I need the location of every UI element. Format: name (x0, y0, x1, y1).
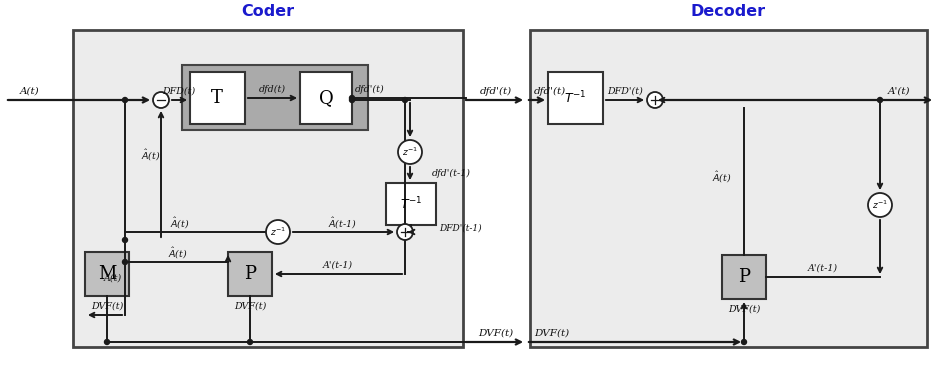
Text: M: M (98, 265, 116, 283)
Circle shape (153, 92, 169, 108)
Text: Q: Q (319, 89, 334, 107)
Circle shape (105, 340, 109, 344)
Text: A(t): A(t) (21, 86, 40, 96)
Text: DFD'(t): DFD'(t) (607, 86, 643, 96)
Circle shape (248, 340, 252, 344)
Text: dfd'(t): dfd'(t) (480, 86, 512, 96)
Text: dfd(t): dfd(t) (258, 84, 285, 93)
Circle shape (402, 98, 408, 103)
Circle shape (647, 92, 663, 108)
Bar (228, 252, 272, 296)
Circle shape (868, 193, 892, 217)
Text: A(t): A(t) (104, 273, 122, 283)
Bar (548, 72, 603, 124)
Text: $\hat{A}$(t): $\hat{A}$(t) (141, 147, 161, 163)
Circle shape (350, 96, 354, 100)
Text: dfd'(t): dfd'(t) (355, 84, 385, 93)
Circle shape (397, 224, 413, 240)
Circle shape (122, 237, 127, 243)
Circle shape (741, 340, 746, 344)
Bar (182, 65, 368, 130)
Circle shape (122, 98, 127, 103)
Text: DVF(t): DVF(t) (727, 304, 760, 314)
Text: A'(t-1): A'(t-1) (323, 261, 353, 269)
Text: $\hat{A}$(t): $\hat{A}$(t) (712, 169, 732, 185)
Text: $\hat{A}$(t): $\hat{A}$(t) (170, 215, 190, 231)
Text: DVF(t): DVF(t) (91, 301, 123, 311)
Text: DVF(t): DVF(t) (479, 329, 513, 337)
Text: Coder: Coder (241, 4, 295, 20)
Circle shape (266, 220, 290, 244)
Text: $z^{-1}$: $z^{-1}$ (270, 226, 286, 238)
Circle shape (398, 140, 422, 164)
Text: P: P (244, 265, 256, 283)
Bar (300, 72, 352, 124)
Text: $z^{-1}$: $z^{-1}$ (402, 146, 418, 158)
Text: DVF(t): DVF(t) (234, 301, 266, 311)
Text: $T^{-1}$: $T^{-1}$ (400, 196, 423, 212)
Text: T: T (211, 89, 223, 107)
Text: Decoder: Decoder (690, 4, 766, 20)
Bar (722, 255, 766, 299)
Text: $z^{-1}$: $z^{-1}$ (872, 199, 888, 211)
Text: A'(t): A'(t) (887, 86, 911, 96)
Text: $T^{-1}$: $T^{-1}$ (564, 90, 586, 106)
Text: DVF(t): DVF(t) (535, 329, 569, 337)
Circle shape (878, 98, 883, 103)
Text: dfd'(t): dfd'(t) (534, 86, 566, 96)
Text: P: P (738, 268, 750, 286)
Bar (190, 72, 245, 124)
Circle shape (350, 98, 354, 103)
Text: DFD(t): DFD(t) (163, 86, 195, 96)
Bar (530, 30, 927, 347)
Bar (386, 183, 436, 225)
Text: $\hat{A}$(t-1): $\hat{A}$(t-1) (328, 215, 357, 231)
Text: A'(t-1): A'(t-1) (808, 263, 838, 272)
Text: $\hat{A}$(t): $\hat{A}$(t) (168, 245, 188, 261)
Text: DFD'(t-1): DFD'(t-1) (439, 223, 482, 233)
Text: dfd'(t-1): dfd'(t-1) (432, 169, 471, 178)
Bar (85, 252, 129, 296)
Circle shape (122, 259, 127, 265)
Bar (73, 30, 463, 347)
